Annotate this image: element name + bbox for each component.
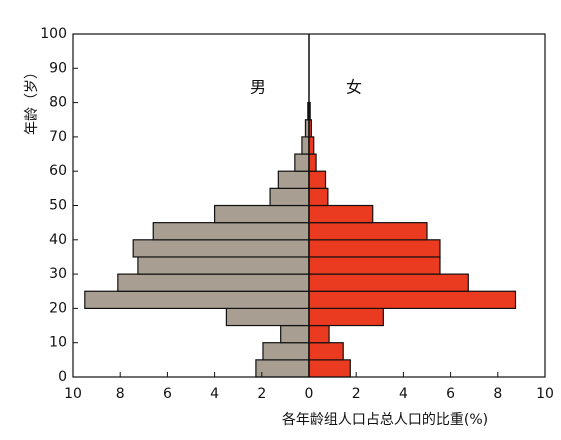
x-tick-label: 6: [163, 386, 172, 402]
y-tick-label: 70: [49, 129, 67, 145]
bar: [132, 239, 310, 258]
bar: [280, 324, 310, 344]
bar: [152, 222, 310, 241]
bar: [308, 324, 330, 344]
legend-label: 男: [250, 78, 266, 97]
bar: [269, 187, 310, 207]
bar: [214, 204, 310, 224]
x-tick-label: 6: [446, 386, 455, 402]
x-axis-label: 各年龄组人口占总人口的比重(%): [282, 412, 488, 428]
bar: [255, 359, 310, 378]
bar: [84, 290, 310, 309]
bar: [308, 239, 441, 258]
bar: [294, 153, 310, 172]
bar: [308, 273, 469, 292]
bar: [225, 307, 310, 327]
x-tick-label: 8: [493, 386, 502, 402]
y-tick-label: 50: [49, 198, 67, 214]
legend-label: 女: [346, 78, 362, 97]
y-axis-label: 年龄（岁）: [24, 65, 40, 135]
bar: [308, 170, 327, 189]
bar: [308, 153, 317, 172]
x-tick-label: 10: [536, 386, 554, 402]
x-tick-label: 8: [116, 386, 125, 402]
bar: [137, 256, 310, 275]
bar: [308, 359, 351, 378]
y-tick-label: 80: [49, 95, 67, 111]
bar: [308, 307, 384, 327]
y-tick-label: 60: [49, 163, 67, 179]
y-tick-label: 20: [49, 300, 67, 316]
x-tick-label: 2: [352, 386, 361, 402]
x-tick-label: 4: [399, 386, 408, 402]
y-tick-label: 90: [49, 60, 67, 76]
x-tick-label: 0: [305, 386, 314, 402]
bar: [301, 136, 310, 155]
x-tick-label: 4: [210, 386, 219, 402]
bar: [277, 170, 310, 189]
bar: [308, 204, 374, 224]
bar: [308, 290, 517, 309]
y-tick-label: 10: [49, 335, 67, 351]
x-tick-label: 2: [257, 386, 266, 402]
y-tick-label: 40: [49, 232, 67, 248]
bar: [308, 187, 329, 207]
x-tick-label: 10: [64, 386, 82, 402]
y-tick-label: 100: [40, 26, 67, 42]
y-tick-label: 30: [49, 266, 67, 282]
bar: [308, 222, 428, 241]
bar: [308, 256, 441, 275]
y-tick-label: 0: [58, 369, 67, 385]
bar: [308, 342, 344, 361]
bar: [262, 342, 310, 361]
bar: [117, 273, 310, 292]
